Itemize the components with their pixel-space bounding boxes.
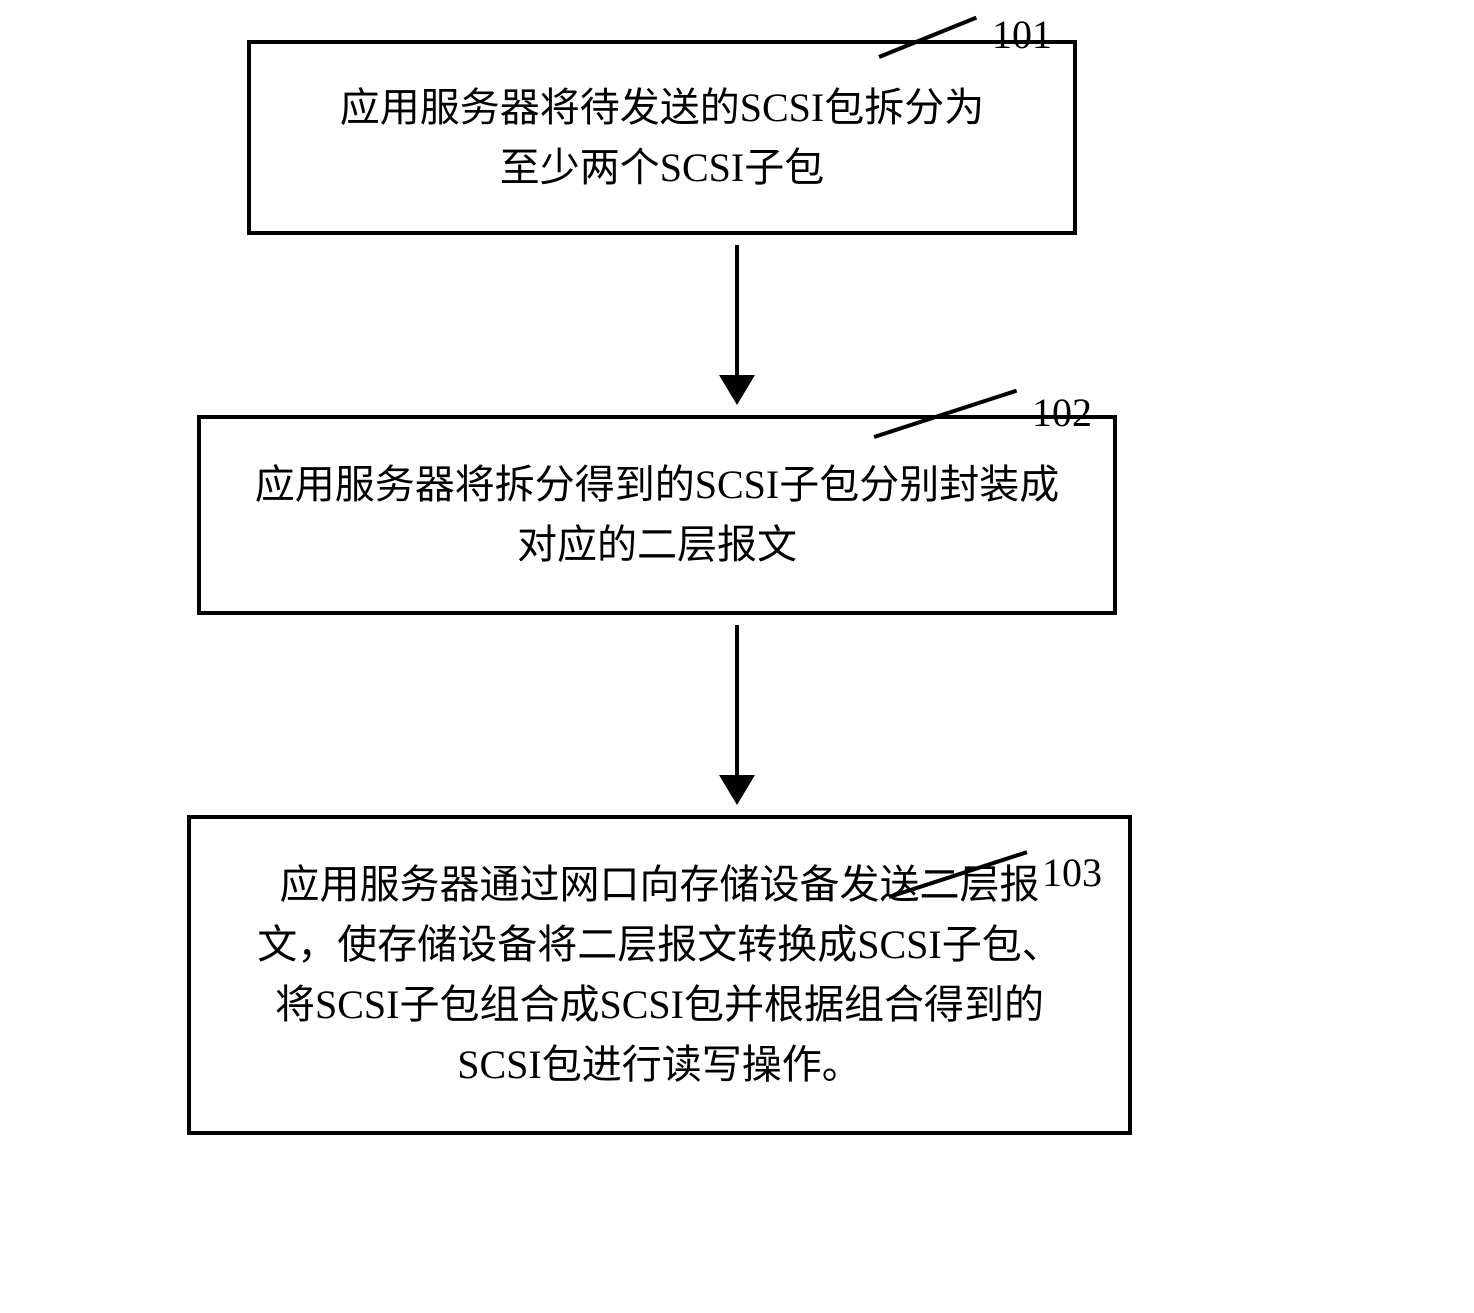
step-2-label: 102 bbox=[1032, 389, 1092, 436]
step-2-connector: 102 bbox=[874, 435, 1092, 439]
step-3-text: 应用服务器通过网口向存储设备发送二层报 文，使存储设备将二层报文转换成SCSI子… bbox=[257, 855, 1062, 1095]
step-1-box: 应用服务器将待发送的SCSI包拆分为 至少两个SCSI子包 bbox=[247, 40, 1077, 235]
arrow-2 bbox=[719, 625, 755, 805]
step-2-row: 应用服务器将拆分得到的SCSI子包分别封装成 对应的二层报文 102 bbox=[137, 415, 1337, 615]
arrow-2-line bbox=[735, 625, 739, 775]
step-2-text: 应用服务器将拆分得到的SCSI子包分别封装成 对应的二层报文 bbox=[255, 455, 1060, 575]
arrow-1-head bbox=[719, 375, 755, 405]
step-3-label: 103 bbox=[1042, 849, 1102, 896]
arrow-1-line bbox=[735, 245, 739, 375]
step-2-box: 应用服务器将拆分得到的SCSI子包分别封装成 对应的二层报文 bbox=[197, 415, 1117, 615]
step-1-label: 101 bbox=[992, 11, 1052, 58]
step-3-row: 应用服务器通过网口向存储设备发送二层报 文，使存储设备将二层报文转换成SCSI子… bbox=[137, 815, 1337, 1135]
arrow-1 bbox=[719, 245, 755, 405]
step-1-connector: 101 bbox=[879, 55, 1052, 59]
arrow-2-head bbox=[719, 775, 755, 805]
step-3-connector: 103 bbox=[889, 895, 1102, 899]
step-1-row: 应用服务器将待发送的SCSI包拆分为 至少两个SCSI子包 101 bbox=[137, 40, 1337, 235]
flowchart-container: 应用服务器将待发送的SCSI包拆分为 至少两个SCSI子包 101 应用服务器将… bbox=[137, 40, 1337, 1135]
step-1-text: 应用服务器将待发送的SCSI包拆分为 至少两个SCSI子包 bbox=[340, 78, 985, 198]
